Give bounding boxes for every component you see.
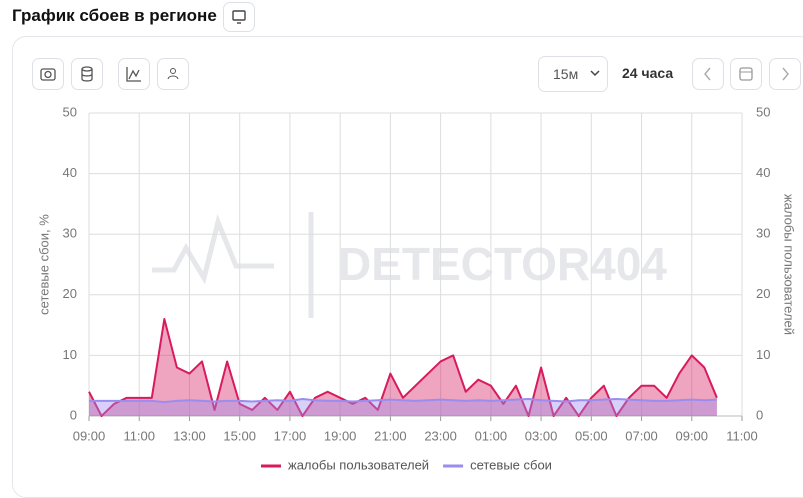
legend-label: сетевые сбои [470, 457, 552, 472]
y-tick-label: 20 [63, 286, 77, 301]
user-button[interactable] [157, 58, 189, 90]
y-tick-label: 0 [70, 407, 77, 422]
data-button[interactable] [71, 58, 103, 90]
x-tick-label: 21:00 [374, 428, 407, 443]
period-label[interactable]: 24 часа [622, 65, 674, 81]
y2-tick-label: 10 [756, 347, 770, 362]
prev-button[interactable] [692, 58, 724, 90]
y2-tick-label: 0 [756, 407, 763, 422]
x-tick-label: 13:00 [173, 428, 206, 443]
calendar-button[interactable] [730, 58, 762, 90]
y2-axis-label: жалобы пользователей [782, 194, 797, 335]
series-line [89, 398, 717, 404]
x-tick-label: 19:00 [324, 428, 357, 443]
watermark-logo [152, 212, 314, 318]
x-tick-label: 11:00 [123, 428, 155, 443]
x-tick-label: 09:00 [675, 428, 708, 443]
chart: DETECTOR404 0 10 20 30 40 50 0 10 20 30 40 50 09:00 11… [36, 104, 797, 472]
y-tick-label: 40 [63, 165, 77, 180]
x-tick-label: 03:00 [525, 428, 558, 443]
page-title: График сбоев в регионе [12, 6, 217, 25]
y2-tick-label: 30 [756, 226, 770, 241]
interval-select[interactable]: 15м [538, 56, 608, 92]
x-tick-label: 07:00 [625, 428, 658, 443]
display-button[interactable] [223, 2, 255, 32]
y-axis-label: сетевые сбои, % [36, 214, 51, 315]
x-tick-label: 11:00 [726, 428, 758, 443]
y2-tick-label: 40 [756, 165, 770, 180]
y-tick-label: 30 [63, 226, 77, 241]
x-tick-label: 17:00 [274, 428, 307, 443]
series-area [89, 319, 717, 416]
legend-label: жалобы пользователей [288, 457, 429, 472]
series-area [89, 399, 717, 416]
watermark: DETECTOR404 [338, 238, 667, 290]
chart-mode-button[interactable] [118, 58, 150, 90]
y2-tick-label: 50 [756, 104, 770, 119]
interval-value: 15м [553, 66, 579, 82]
y-tick-label: 50 [63, 104, 77, 119]
x-tick-label: 15:00 [223, 428, 256, 443]
x-tick-label: 05:00 [575, 428, 608, 443]
next-button[interactable] [769, 58, 801, 90]
series-line [88, 318, 718, 417]
x-tick-label: 09:00 [73, 428, 106, 443]
y2-tick-label: 20 [756, 286, 770, 301]
x-tick-label: 23:00 [424, 428, 457, 443]
page: {"header":{"title":"График сбоев в регио… [12, 2, 803, 498]
screenshot-button[interactable] [32, 58, 64, 90]
x-tick-label: 01:00 [475, 428, 508, 443]
y-tick-label: 10 [63, 347, 77, 362]
